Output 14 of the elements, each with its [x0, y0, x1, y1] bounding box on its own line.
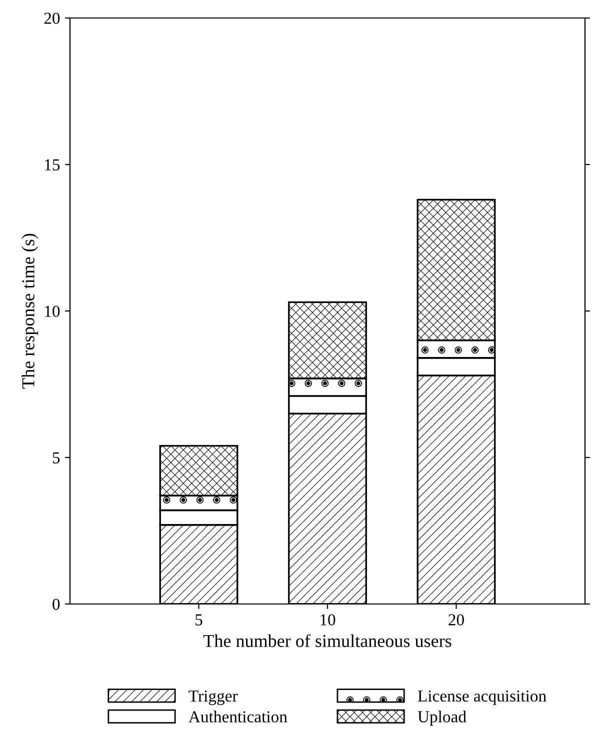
- x-tick-label: 20: [448, 614, 464, 626]
- y-tick-label: 10: [45, 306, 60, 317]
- y-tick-label: 20: [44, 12, 60, 24]
- y-tick-label: 0: [52, 598, 60, 610]
- y-tick-label: 5: [52, 452, 60, 464]
- legend-label: Upload: [418, 710, 466, 726]
- y-tick-label: 15: [45, 159, 60, 170]
- legend-label: License acquisition: [418, 690, 546, 706]
- legend-label: Trigger: [188, 690, 238, 706]
- y-axis-title: The response time (s): [22, 234, 38, 389]
- legend-label: Authentication: [188, 710, 288, 722]
- x-axis-title: The number of simultaneous users: [203, 634, 452, 648]
- x-tick-label: 5: [196, 614, 202, 626]
- x-tick-label: 10: [320, 614, 336, 626]
